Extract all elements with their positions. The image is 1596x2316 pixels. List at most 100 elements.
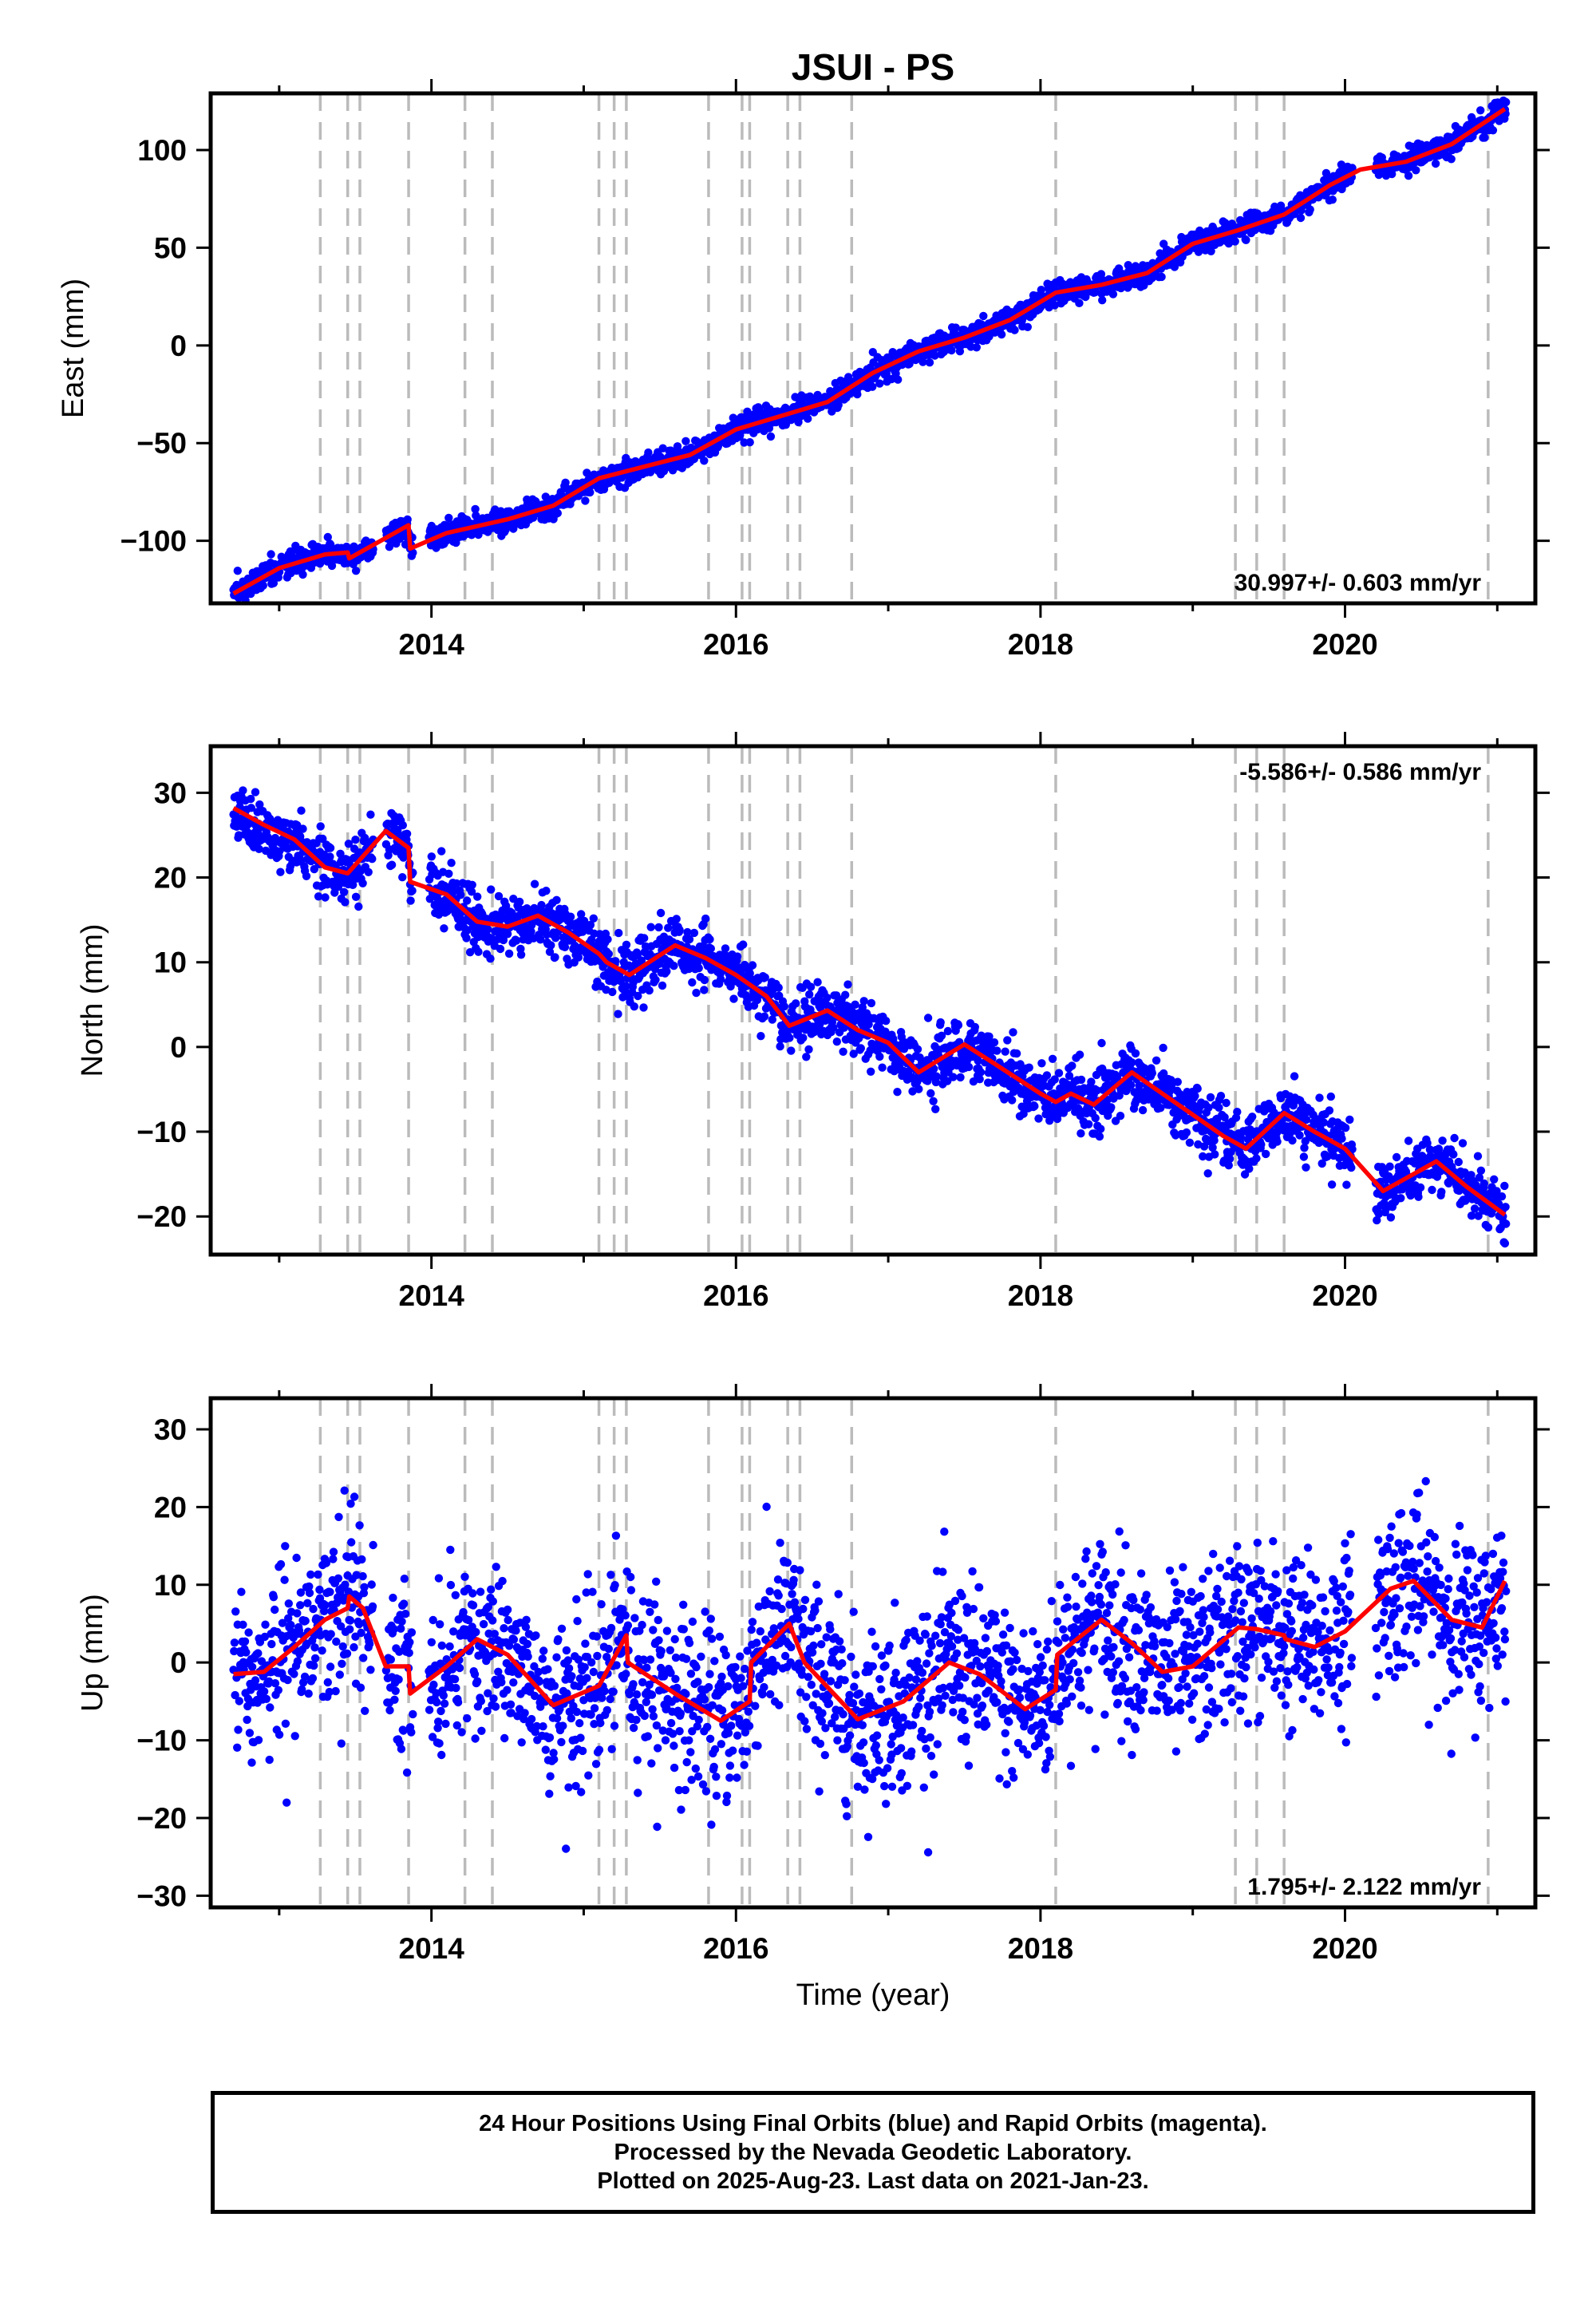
data-point xyxy=(745,438,754,447)
data-point xyxy=(487,885,496,894)
data-point xyxy=(645,986,654,995)
data-point xyxy=(251,1676,260,1685)
data-point xyxy=(1431,159,1440,168)
data-point xyxy=(1300,1144,1309,1152)
data-point xyxy=(997,330,1006,339)
data-point xyxy=(692,988,701,998)
data-point xyxy=(654,959,664,969)
data-point xyxy=(700,986,709,994)
data-point xyxy=(1425,1145,1435,1154)
data-point xyxy=(298,570,307,579)
data-point xyxy=(1096,270,1106,279)
data-point xyxy=(366,810,375,819)
data-points-east xyxy=(229,96,1511,603)
data-point xyxy=(284,1599,293,1608)
data-point xyxy=(1003,1036,1012,1045)
data-point xyxy=(251,788,260,796)
data-point xyxy=(701,914,710,923)
data-point xyxy=(1185,1138,1195,1148)
data-point xyxy=(1501,1203,1510,1211)
data-point xyxy=(990,1038,999,1047)
data-point xyxy=(1500,1239,1510,1248)
data-point xyxy=(1203,1169,1212,1178)
data-point xyxy=(321,893,330,902)
data-point xyxy=(926,1089,935,1098)
data-point xyxy=(1326,1092,1336,1101)
y-tick-label: 100 xyxy=(137,134,187,167)
data-point xyxy=(1386,1213,1396,1222)
data-point xyxy=(1126,1081,1136,1089)
data-point xyxy=(1434,1144,1444,1153)
model-line-east xyxy=(232,107,1507,596)
data-point xyxy=(1328,196,1337,204)
data-point xyxy=(856,1044,866,1053)
data-point xyxy=(1497,1192,1507,1201)
data-point xyxy=(1423,1139,1432,1148)
data-point xyxy=(625,961,634,970)
data-point xyxy=(829,1023,838,1032)
data-point xyxy=(255,844,263,854)
data-point xyxy=(1392,1152,1401,1162)
data-point xyxy=(294,1626,304,1635)
data-point xyxy=(658,444,667,453)
data-point xyxy=(979,311,988,321)
plot-area-east xyxy=(229,93,1511,603)
data-point xyxy=(646,923,655,931)
data-point xyxy=(247,794,255,804)
data-point xyxy=(1025,1063,1033,1072)
data-point xyxy=(542,887,551,895)
data-point xyxy=(247,804,255,812)
x-tick-label: 2016 xyxy=(703,1279,768,1312)
data-point xyxy=(247,1758,256,1767)
data-point xyxy=(271,1679,280,1688)
data-point xyxy=(586,920,595,930)
data-point xyxy=(465,948,475,957)
data-point xyxy=(296,1601,305,1610)
data-point xyxy=(542,930,551,939)
data-point xyxy=(1454,1157,1464,1167)
data-points-up xyxy=(229,1476,1511,1857)
data-point xyxy=(604,950,613,958)
data-point xyxy=(305,1588,314,1598)
data-point xyxy=(351,836,360,844)
data-point xyxy=(235,1697,243,1705)
data-point xyxy=(1009,1028,1017,1037)
data-point xyxy=(1037,286,1046,294)
data-point xyxy=(1034,1114,1043,1123)
data-point xyxy=(1173,1077,1183,1086)
data-point xyxy=(1199,1152,1207,1161)
data-point xyxy=(271,1605,279,1614)
data-point xyxy=(766,432,776,441)
data-point xyxy=(1325,1106,1334,1115)
data-point xyxy=(281,1719,290,1728)
data-point xyxy=(581,496,590,505)
data-point xyxy=(1347,1163,1356,1172)
x-tick-label: 2014 xyxy=(399,628,465,661)
data-point xyxy=(560,943,570,952)
data-point xyxy=(776,1042,784,1051)
data-point xyxy=(1302,1163,1310,1172)
data-point xyxy=(233,567,242,575)
data-point xyxy=(269,1593,279,1602)
data-point xyxy=(894,375,903,384)
data-point xyxy=(853,389,862,399)
data-point xyxy=(1385,1162,1394,1171)
data-point xyxy=(571,941,579,951)
data-point xyxy=(1476,1166,1486,1176)
data-point xyxy=(974,1057,982,1065)
data-point xyxy=(471,504,480,514)
data-point xyxy=(757,1032,765,1041)
data-point xyxy=(1194,1140,1203,1149)
data-point xyxy=(1473,1152,1483,1160)
data-point xyxy=(1416,1183,1425,1192)
y-tick-label: 10 xyxy=(154,947,187,979)
data-point xyxy=(964,1062,974,1072)
data-point xyxy=(1502,1219,1511,1228)
data-point xyxy=(813,978,822,986)
data-point xyxy=(344,840,354,848)
data-point xyxy=(1295,1131,1304,1140)
data-point xyxy=(634,991,642,1001)
data-point xyxy=(494,891,504,901)
data-point xyxy=(882,1017,891,1026)
